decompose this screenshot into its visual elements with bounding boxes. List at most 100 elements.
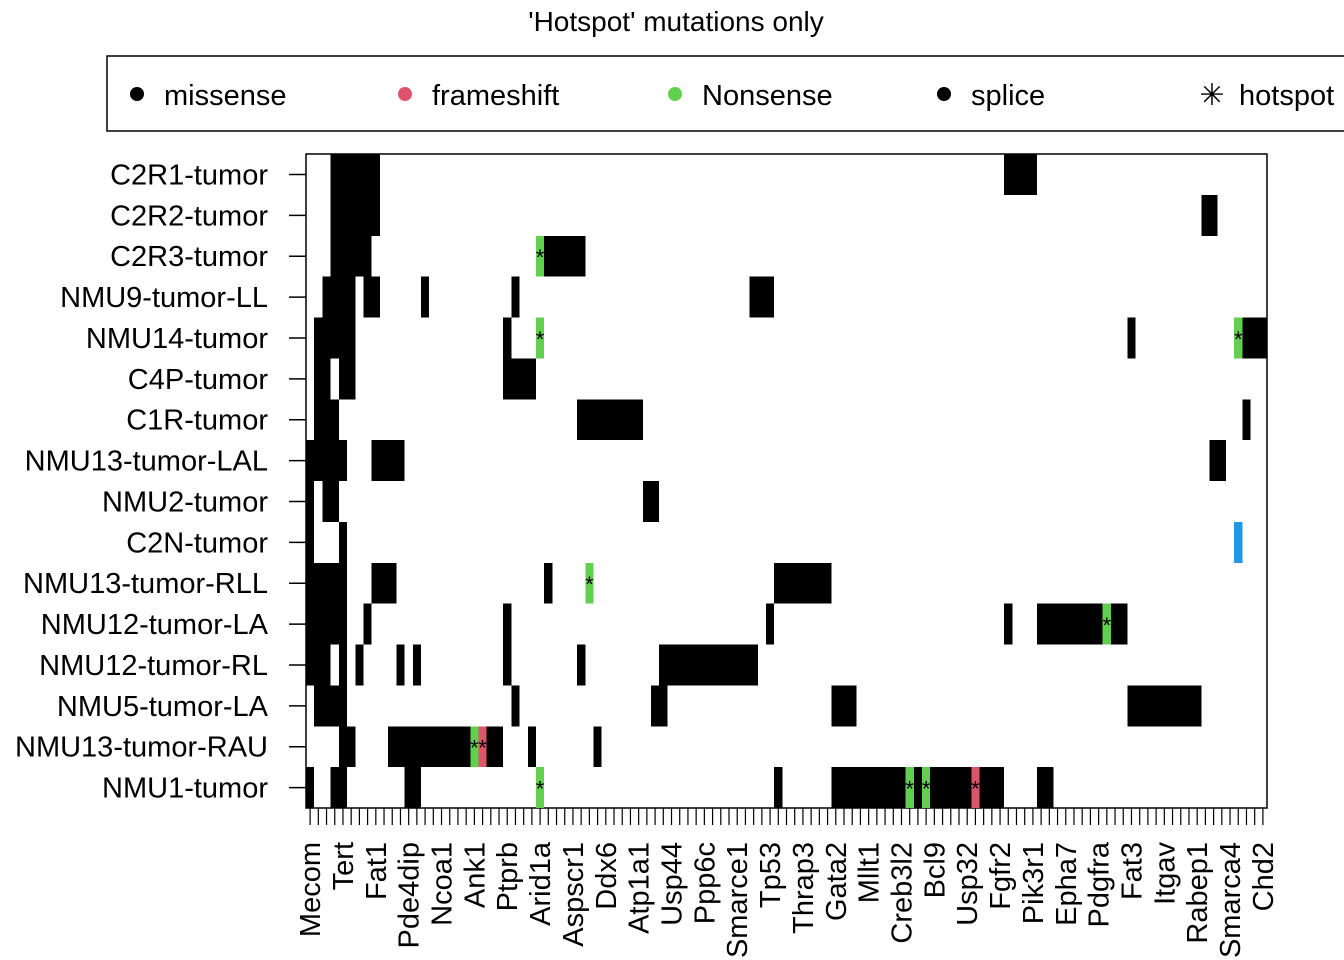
mutation-cell-missense	[831, 685, 857, 727]
mutation-cell-missense	[322, 276, 356, 318]
y-tick-label: NMU12-tumor-LA	[41, 609, 269, 641]
mutation-cell-missense	[765, 603, 775, 645]
legend-box	[106, 55, 1344, 132]
hotspot-marker: *	[585, 572, 594, 597]
mutation-cell-missense	[322, 481, 339, 522]
mutation-cell-missense	[577, 399, 643, 441]
mutation-cell-missense	[503, 317, 512, 359]
x-tick-label: Itgav	[1149, 842, 1181, 905]
mutation-cell-nonsense	[1234, 317, 1243, 359]
mutation-cell-nonsense	[905, 767, 914, 809]
x-tick-label: Ddx6	[591, 842, 623, 910]
mutation-cell-missense	[306, 440, 348, 482]
mutation-cell-missense	[1201, 194, 1218, 236]
legend-label-missense: missense	[164, 80, 287, 112]
hotspot-marker: *	[536, 327, 545, 352]
plot-frame	[305, 153, 1268, 809]
mutation-cell-missense	[774, 767, 783, 809]
mutation-cell-missense	[388, 726, 471, 768]
mutation-cell-missense	[1004, 603, 1013, 645]
mutation-cell-missense	[1127, 685, 1202, 727]
mutation-cell-missense	[930, 767, 972, 809]
x-tick-label: Fgfr2	[985, 842, 1017, 910]
x-tick-label: Tp53	[755, 842, 787, 908]
mutation-cell-missense	[511, 685, 520, 727]
mutation-cell-missense	[1037, 603, 1103, 645]
mutation-cell-missense	[1127, 317, 1136, 359]
legend-label-hotspot: hotspot	[1239, 80, 1334, 112]
legend-marker-nonsense	[668, 87, 682, 101]
mutation-cell-missense	[420, 276, 430, 318]
mutation-cell-missense	[650, 685, 668, 727]
x-tick-label: Bcl9	[919, 842, 951, 898]
y-tick-label: NMU2-tumor	[102, 486, 268, 518]
mutation-cell-missense	[659, 644, 758, 686]
x-tick-label: Creb3l2	[886, 842, 918, 944]
mutation-cell-missense	[1110, 603, 1128, 645]
y-tick-label: NMU1-tumor	[102, 773, 268, 805]
mutation-cell-missense	[503, 603, 512, 645]
mutation-cell-missense	[503, 644, 512, 686]
mutation-cell-missense	[544, 235, 586, 277]
mutation-cell-missense	[338, 521, 348, 563]
mutation-cell-nonsense	[1102, 603, 1111, 645]
x-tick-label: Usp44	[657, 842, 689, 926]
y-tick-label: C2N-tumor	[126, 527, 268, 559]
x-tick-label: Ppp6c	[689, 842, 721, 924]
y-tick-label: NMU13-tumor-RLL	[23, 568, 268, 600]
x-tick-label: Pdgfra	[1084, 841, 1116, 927]
mutation-cell-missense	[749, 276, 775, 318]
x-tick-label: Pde4dip	[394, 842, 426, 948]
x-tick-label: Ncoa1	[427, 842, 459, 926]
legend-label-splice: splice	[971, 80, 1045, 112]
mutation-cell-missense	[544, 562, 553, 604]
mutation-cell-missense	[527, 726, 536, 768]
x-tick-label: Fat3	[1116, 842, 1148, 900]
mutation-cell-missense	[774, 562, 832, 604]
hotspot-marker: *	[1103, 613, 1112, 638]
hotspot-marker: *	[1234, 327, 1243, 352]
mutation-cell-nonsense	[535, 317, 545, 359]
x-tick-label: Epha7	[1051, 842, 1083, 926]
hotspot-marker: *	[536, 777, 545, 802]
mutation-cell-missense	[314, 317, 356, 359]
legend-marker-splice	[937, 87, 951, 101]
x-tick-label: Pik3r1	[1018, 842, 1050, 924]
mutation-cell-missense	[306, 603, 348, 645]
x-tick-label: Mecom	[295, 842, 327, 937]
y-tick-label: NMU5-tumor-LA	[57, 691, 269, 723]
mutation-cell-missense	[306, 521, 315, 563]
mutation-cell-missense	[330, 235, 372, 277]
legend-marker-hotspot: ✳	[1199, 79, 1224, 112]
mutation-cell-other	[1234, 521, 1243, 563]
mutation-cell-missense	[593, 726, 602, 768]
mutation-cell-nonsense	[535, 235, 545, 277]
mutation-cell-nonsense	[470, 726, 479, 768]
y-axis: C2R1-tumor C2R2-tumor C2R3-tumor NMU9-tumor…	[15, 159, 306, 805]
mutation-cell-missense	[503, 358, 536, 400]
mutation-cell-missense	[642, 481, 660, 522]
hotspot-marker: *	[971, 777, 980, 802]
mutation-cell-frameshift	[971, 767, 980, 809]
x-tick-label: Ptprb	[492, 842, 524, 911]
hotspot-marker: *	[470, 736, 479, 761]
mutation-cell-missense	[404, 767, 421, 809]
hotspot-marker: *	[922, 777, 931, 802]
hotspot-marker: *	[536, 245, 545, 270]
x-tick-label: Arid1a	[525, 841, 557, 926]
x-axis: Mecom Tert Fat1 Pde4dip Ncoa1 Ank1 Ptprb Arid1a…	[295, 808, 1280, 958]
mutation-cell-missense	[306, 481, 315, 522]
mutation-cell-missense	[338, 644, 348, 686]
mutation-cell-missense	[577, 644, 586, 686]
x-tick-label: Atp1a1	[624, 842, 656, 934]
x-tick-label: Ank1	[459, 842, 491, 908]
mutation-cell-missense	[306, 644, 331, 686]
mutation-cell-nonsense	[585, 562, 594, 604]
mutation-cell-missense	[1209, 440, 1226, 482]
hotspot-marker: *	[905, 777, 914, 802]
mutation-cell-missense	[306, 562, 348, 604]
mutation-cell-nonsense	[922, 767, 931, 809]
mutation-cell-missense	[396, 644, 405, 686]
legend-marker-frameshift	[398, 87, 412, 101]
